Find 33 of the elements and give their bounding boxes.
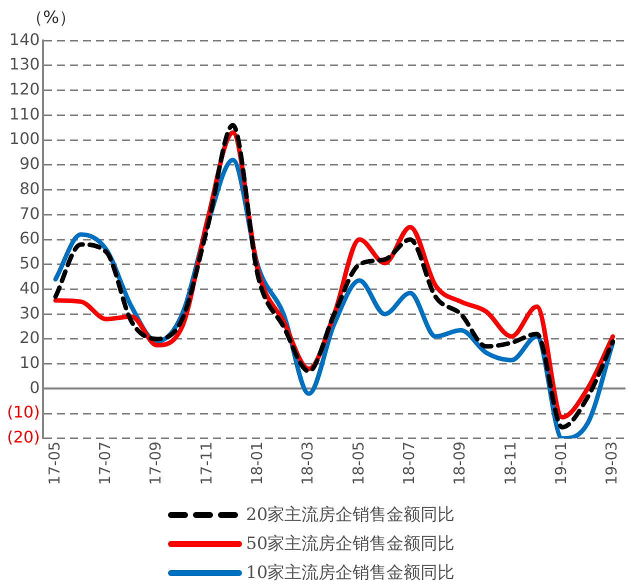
- y-tick-label: 110: [9, 104, 40, 124]
- legend-label: 10家主流房企销售金额同比: [246, 562, 455, 583]
- legend-label: 50家主流房企销售金额同比: [246, 533, 455, 555]
- y-tick-label: (20): [7, 428, 40, 447]
- x-tick-label: 19-01: [552, 441, 570, 486]
- y-tick-label: 80: [19, 178, 40, 198]
- legend-label: 20家主流房企销售金额同比: [246, 504, 455, 526]
- x-tick-label: 18-11: [501, 441, 520, 486]
- y-tick-label: 90: [19, 154, 40, 174]
- y-tick-label: 70: [19, 204, 40, 223]
- x-tick-label: 18-01: [248, 441, 266, 486]
- y-tick-label: 60: [19, 228, 40, 248]
- y-tick-label: 100: [9, 129, 40, 148]
- y-tick-label: 130: [9, 54, 40, 74]
- x-tick-label: 17-09: [146, 441, 165, 486]
- x-tick-label: 18-07: [400, 441, 418, 486]
- y-tick-label: 0: [30, 378, 40, 397]
- x-tick-label: 17-11: [197, 441, 216, 486]
- y-tick-label: 50: [19, 254, 40, 273]
- x-tick-label: 18-09: [450, 441, 469, 486]
- y-tick-label: 40: [19, 278, 40, 298]
- x-tick-label: 17-05: [45, 441, 64, 486]
- y-axis-title: （%）: [26, 7, 76, 29]
- x-tick-label: 18-03: [298, 441, 317, 486]
- x-tick-label: 17-07: [96, 441, 114, 486]
- y-tick-label: 20: [19, 328, 40, 348]
- y-tick-label: 30: [19, 303, 40, 322]
- y-tick-label: (10): [7, 402, 40, 422]
- x-tick-label: 18-05: [349, 441, 368, 486]
- x-tick-label: 19-03: [602, 441, 621, 486]
- y-tick-label: 10: [19, 352, 40, 372]
- y-tick-label: 140: [9, 30, 40, 49]
- y-tick-label: 120: [9, 79, 40, 98]
